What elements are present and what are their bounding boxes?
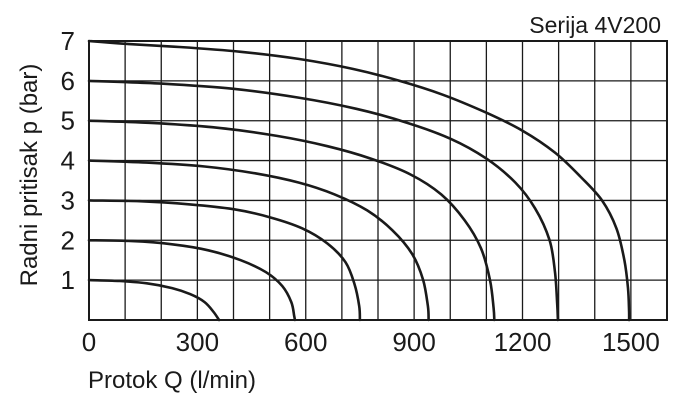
series-line-1 <box>87 278 221 322</box>
x-tick-labels: 0 300 600 900 1200 1500 <box>82 327 660 357</box>
chart-title: Serija 4V200 <box>529 12 661 38</box>
x-tick-label: 1500 <box>602 327 660 357</box>
series-line-6 <box>87 79 560 322</box>
y-tick-label: 5 <box>61 106 75 136</box>
series-line-4 <box>87 159 430 322</box>
plot-frame <box>88 40 668 321</box>
y-tick-label: 6 <box>61 66 75 96</box>
curves <box>87 39 631 322</box>
y-tick-label: 3 <box>61 185 75 215</box>
series-line-5 <box>87 119 496 322</box>
y-tick-labels: 1 2 3 4 5 6 7 <box>61 26 75 295</box>
series-line-7 <box>87 39 631 322</box>
grid <box>89 41 667 320</box>
x-tick-label: 1200 <box>494 327 552 357</box>
series-line-2 <box>87 239 297 322</box>
y-tick-label: 4 <box>61 146 75 176</box>
y-tick-label: 2 <box>61 225 75 255</box>
y-tick-label: 1 <box>61 265 75 295</box>
y-axis-title: Radni pritisak p (bar) <box>16 64 43 287</box>
y-tick-label: 7 <box>61 26 75 56</box>
x-tick-label: 0 <box>82 327 96 357</box>
x-tick-label: 300 <box>176 327 219 357</box>
x-axis-title: Protok Q (l/min) <box>88 367 256 394</box>
series-line-3 <box>87 199 362 322</box>
x-tick-label: 600 <box>284 327 327 357</box>
x-tick-label: 900 <box>392 327 435 357</box>
